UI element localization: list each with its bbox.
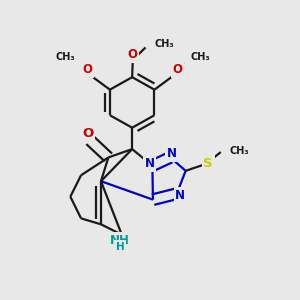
Text: CH₃: CH₃	[154, 40, 174, 50]
Text: CH₃: CH₃	[229, 146, 249, 156]
Text: CH₃: CH₃	[56, 52, 75, 62]
Text: S: S	[203, 157, 213, 169]
Text: NH: NH	[110, 234, 130, 247]
Text: O: O	[82, 63, 93, 76]
Text: CH₃: CH₃	[190, 52, 210, 62]
Text: H: H	[116, 242, 125, 252]
Text: N: N	[175, 189, 185, 202]
Text: O: O	[172, 63, 182, 76]
Text: O: O	[82, 127, 93, 140]
Text: N: N	[144, 157, 154, 170]
Text: N: N	[167, 147, 177, 161]
Text: O: O	[128, 48, 138, 61]
